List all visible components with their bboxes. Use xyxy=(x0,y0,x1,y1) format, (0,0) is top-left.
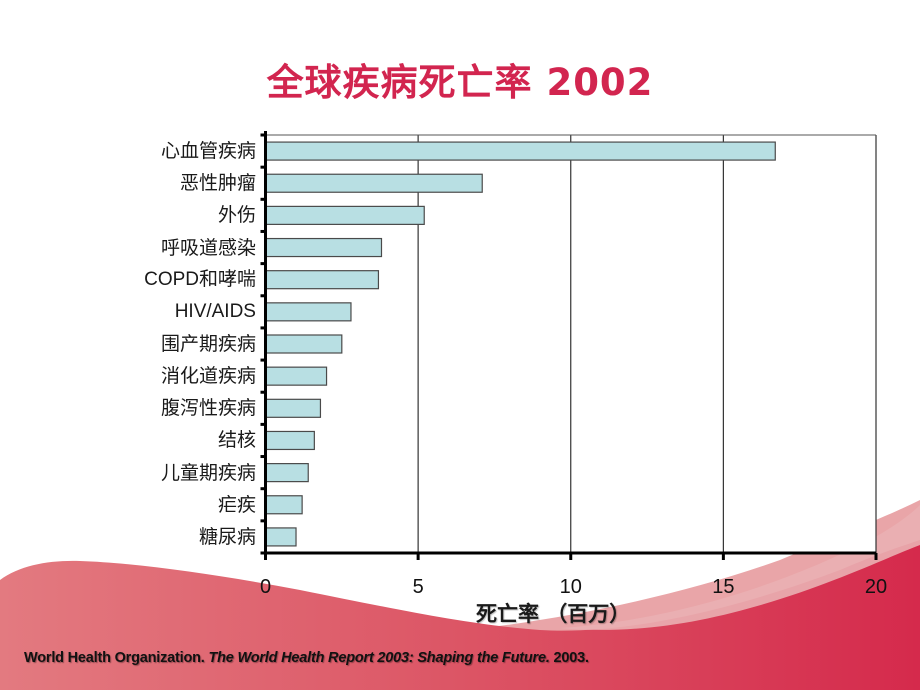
category-label: 疟疾 xyxy=(217,493,256,516)
category-label: 消化道疾病 xyxy=(160,365,256,388)
chart-gridlines xyxy=(265,134,877,553)
bar xyxy=(264,366,328,386)
bar xyxy=(264,430,315,451)
bar xyxy=(264,527,297,547)
x-tick-label: 15 xyxy=(712,576,735,598)
bar xyxy=(264,205,425,225)
bar xyxy=(264,270,380,290)
citation-year: 2003. xyxy=(553,650,589,666)
bar xyxy=(264,173,483,193)
category-label: 糖尿病 xyxy=(198,525,256,548)
category-label: 围产期疾病 xyxy=(160,333,256,355)
bar xyxy=(264,302,352,322)
category-label: HIV/AIDS xyxy=(174,300,256,322)
bar xyxy=(264,334,343,354)
bar xyxy=(264,237,383,258)
citation-org: World Health Organization. xyxy=(24,650,205,666)
category-label: 腹泻性疾病 xyxy=(160,397,256,420)
chart-bars xyxy=(264,141,776,547)
category-label: 恶性肿瘤 xyxy=(179,172,256,195)
chart-axes xyxy=(260,131,878,560)
category-label: COPD和哮喘 xyxy=(144,268,256,290)
category-label: 儿童期疾病 xyxy=(160,461,256,484)
x-tick-label: 5 xyxy=(412,576,424,598)
citation-work: The World Health Report 2003: Shaping th… xyxy=(208,650,550,666)
category-label: 结核 xyxy=(217,429,256,452)
bar xyxy=(264,495,303,515)
bar xyxy=(264,141,776,161)
x-tick-label: 10 xyxy=(559,576,582,598)
category-label: 呼吸道感染 xyxy=(160,236,256,259)
x-axis-title: 死亡率 （百万） xyxy=(476,601,631,626)
category-label: 外伤 xyxy=(217,204,256,227)
x-tick-label: 20 xyxy=(864,576,888,598)
citation-footer: World Health Organization. The World Hea… xyxy=(24,650,589,666)
bar xyxy=(264,398,322,418)
x-tick-label: 0 xyxy=(259,576,272,598)
bar xyxy=(264,463,309,483)
slide-title: 全球疾病死亡率 2002 xyxy=(266,61,654,104)
category-label: 心血管疾病 xyxy=(160,140,256,163)
